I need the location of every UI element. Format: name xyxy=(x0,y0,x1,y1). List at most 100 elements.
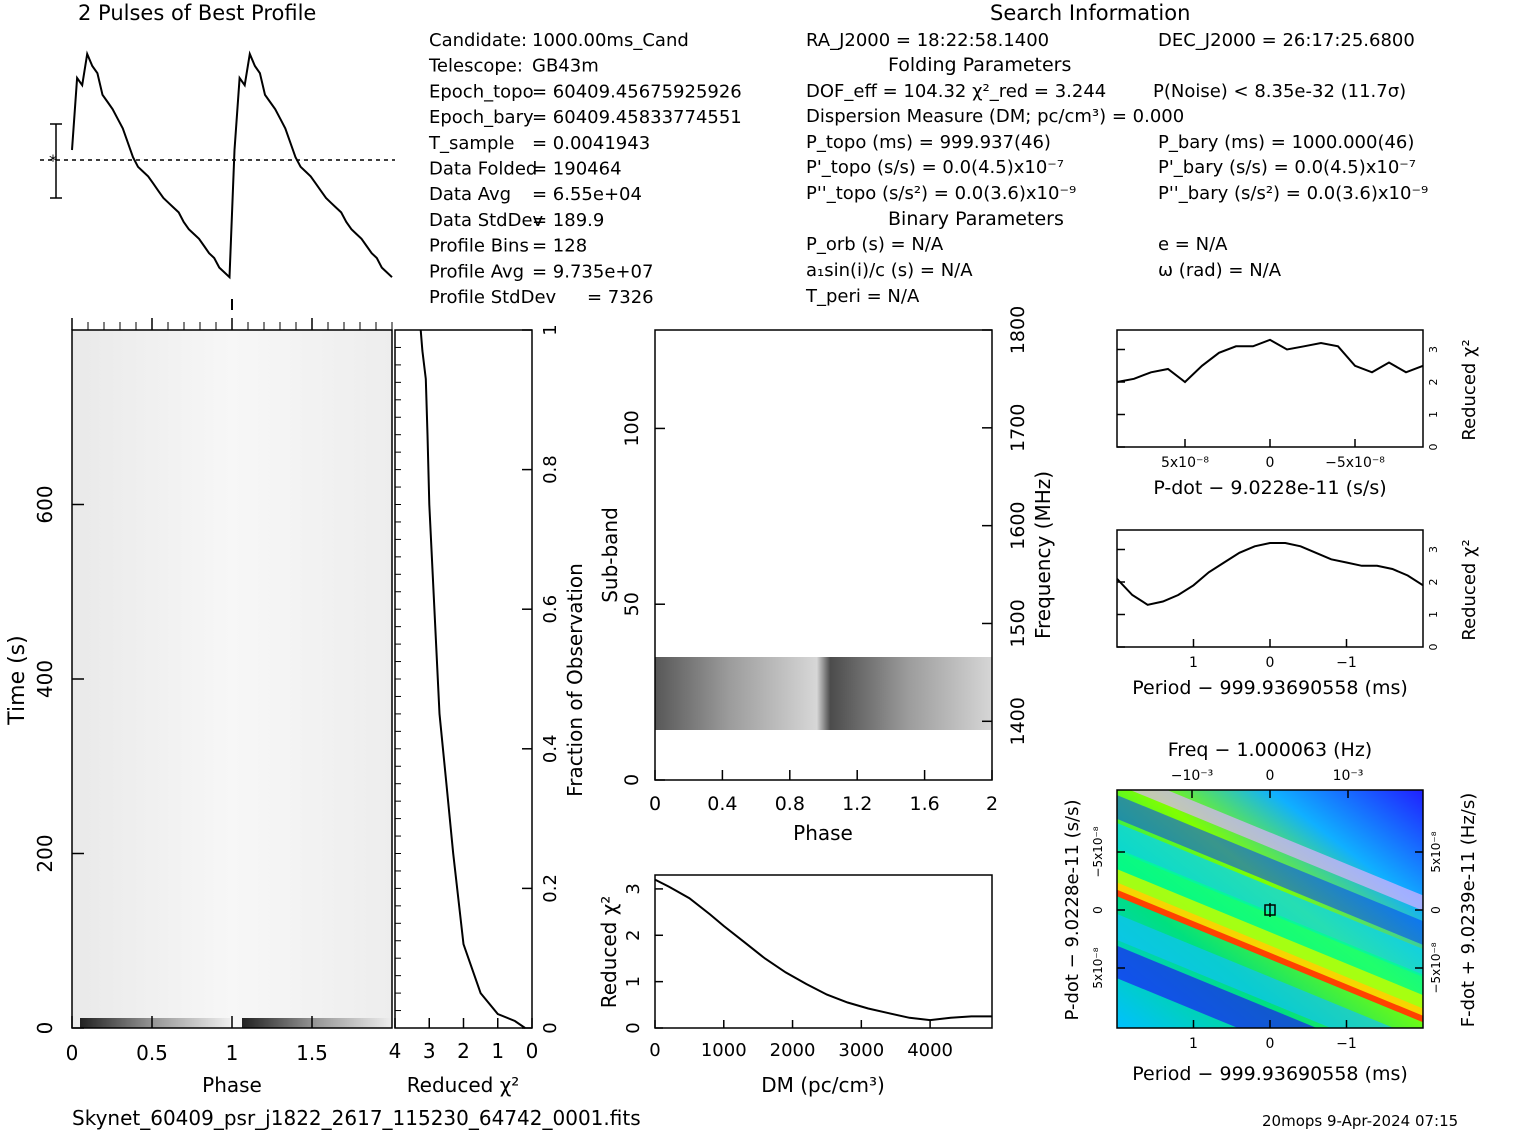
x-tick-label: 1.2 xyxy=(842,793,872,815)
y-tick-label: 0 xyxy=(621,774,643,786)
info-label: Data StdDev xyxy=(429,210,544,231)
search-info-title: Search Information xyxy=(990,1,1190,25)
p-bary-value: P_bary (ms) = 1000.000(46) xyxy=(1158,132,1414,153)
info-value: 1000.00ms_Cand xyxy=(532,30,689,51)
info-middle-column: RA_J2000 = 18:22:58.1400 DOF_eff = 104.3… xyxy=(805,30,1184,307)
y-tick-label: 1 xyxy=(623,976,644,987)
y-tick-label: 400 xyxy=(33,660,57,698)
subband-xlabel: Phase xyxy=(793,821,853,845)
y-tick-label: 0.4 xyxy=(540,734,561,763)
ppdot-title: Freq − 1.000063 (Hz) xyxy=(1168,739,1372,761)
redchi-time-ylabel: Fraction of Observation xyxy=(563,563,587,797)
y-tick-label: −5x10⁻⁸ xyxy=(1091,826,1105,877)
time-phase-ylabel: Time (s) xyxy=(5,635,30,725)
x2-tick-label: 0 xyxy=(1266,768,1275,784)
ppdot-heatmap xyxy=(1117,790,1423,1028)
y2-tick-label: 0 xyxy=(1429,906,1443,914)
dm-chi-frame xyxy=(654,874,993,1029)
period-chi-frame xyxy=(1116,529,1424,648)
info-label: Candidate: xyxy=(429,30,527,51)
pdot-chi-ylabel: Reduced χ² xyxy=(1459,339,1480,440)
pdot-chi-plot: 5x10⁻⁸ 0 −5x10⁻⁸ 0 1 2 3 P-dot − 9.0228e-11 (s… xyxy=(1116,329,1480,499)
y2-tick-label: 1600 xyxy=(1007,501,1029,549)
info-label: Data Avg xyxy=(429,184,511,205)
redchi-time-plot: 4 3 2 1 000.20.40.60.81 Reduced χ² Fraction … xyxy=(389,324,587,1097)
info-value: = 189.9 xyxy=(532,210,604,231)
x-tick-label: 1 xyxy=(1189,655,1198,671)
time-phase-image xyxy=(72,330,392,1028)
dm-value: Dispersion Measure (DM; pc/cm³) = 0.000 xyxy=(806,106,1184,127)
y-tick-label: 0 xyxy=(1427,444,1440,451)
y-tick-label: 0 xyxy=(540,1022,561,1033)
x-tick-label: 0.5 xyxy=(136,1041,168,1065)
heatmap-band xyxy=(1117,869,1423,1019)
x-tick-label: 1000 xyxy=(701,1040,747,1061)
info-left-column: Candidate: 1000.00ms_Cand Telescope: GB43m E… xyxy=(428,30,742,308)
pnoise-value: P(Noise) < 8.35e-32 (11.7σ) xyxy=(1153,81,1406,102)
x-tick-label: 1 xyxy=(491,1039,504,1063)
profile-title: 2 Pulses of Best Profile xyxy=(78,1,316,25)
time-phase-pulse-band xyxy=(80,1018,230,1028)
heatmap-band xyxy=(1117,914,1394,1028)
heatmap-band xyxy=(1117,889,1423,1023)
y-tick-label: 50 xyxy=(621,592,643,616)
y-tick-label: 2 xyxy=(1427,379,1440,386)
info-value: = 6.55e+04 xyxy=(532,184,642,205)
info-value: GB43m xyxy=(532,56,599,77)
x-tick-label: 5x10⁻⁸ xyxy=(1161,455,1209,471)
dm-chi-line xyxy=(654,878,992,1022)
x-tick-label: 1.5 xyxy=(296,1041,328,1065)
frequency-ylabel: Frequency (MHz) xyxy=(1031,471,1055,639)
heatmap-band xyxy=(1117,882,1423,1022)
x-tick-label: −5x10⁻⁸ xyxy=(1325,455,1385,471)
y-tick-label: 3 xyxy=(623,883,644,894)
heatmap-band xyxy=(1117,822,1423,978)
y-tick-label: 600 xyxy=(33,485,57,523)
y-tick-label: 0 xyxy=(33,1022,57,1035)
dof-chi-value: DOF_eff = 104.32 χ²_red = 3.244 xyxy=(806,81,1106,102)
y-tick-label: 3 xyxy=(1427,346,1440,353)
subband-phase-plot: 0 0.4 0.8 1.2 1.6 2 0 50 100 1400 1500 1600 1700 1800… xyxy=(598,306,1055,845)
y-tick-label: 1 xyxy=(1427,411,1440,418)
x-tick-label: 2 xyxy=(457,1039,470,1063)
ppdot-y2label: F-dot + 9.0239e-11 (Hz/s) xyxy=(1458,793,1479,1028)
x-tick-label: 0 xyxy=(1266,1036,1275,1052)
redchi-time-line xyxy=(419,329,526,1029)
info-label: Epoch_topo xyxy=(429,81,534,102)
heatmap-band xyxy=(1117,795,1423,945)
info-value: = 128 xyxy=(532,236,587,257)
x-tick-label: 2000 xyxy=(770,1040,816,1061)
x-tick-label: 1 xyxy=(226,1041,239,1065)
pulse-profile-plot: * xyxy=(40,50,395,310)
y-tick-label: 2 xyxy=(623,930,644,941)
redchi-time-frame xyxy=(394,329,533,1029)
x-tick-label: 3 xyxy=(423,1039,436,1063)
omega-value: ω (rad) = N/A xyxy=(1158,260,1282,281)
y-tick-label: 1 xyxy=(1427,611,1440,618)
info-label: Profile Avg xyxy=(429,261,524,282)
pdot-chi-frame xyxy=(1116,329,1424,448)
info-value: = 9.735e+07 xyxy=(532,261,653,282)
dm-chi-xlabel: DM (pc/cm³) xyxy=(761,1073,885,1097)
best-candidate-marker xyxy=(1264,903,1276,917)
ppdot-xlabel: Period − 999.93690558 (ms) xyxy=(1132,1063,1408,1085)
info-label: Data Folded xyxy=(429,159,537,180)
tperi-value: T_peri = N/A xyxy=(805,286,920,307)
x-tick-label: 0 xyxy=(649,1040,660,1061)
info-right-column: DEC_J2000 = 26:17:25.6800 P(Noise) < 8.3… xyxy=(1153,30,1428,281)
period-chi-line xyxy=(1116,542,1424,606)
x2-tick-label: 10⁻³ xyxy=(1333,768,1364,784)
eccentricity-value: e = N/A xyxy=(1158,234,1228,255)
y-tick-label: 2 xyxy=(1427,579,1440,586)
pdot-topo-value: P'_topo (s/s) = 0.0(4.5)x10⁻⁷ xyxy=(806,157,1064,178)
profile-line xyxy=(71,50,393,280)
info-value: = 7326 xyxy=(587,287,654,308)
ppdot-plane-plot: 1 0 −1 −10⁻³ 0 10⁻³ 5x10⁻⁸ 0 −5x10⁻⁸ −5x10⁻⁸ 0 5x10… xyxy=(1062,739,1479,1085)
info-label: Profile StdDev xyxy=(429,287,557,308)
period-chi-xlabel: Period − 999.93690558 (ms) xyxy=(1132,677,1408,699)
x-tick-label: 2 xyxy=(986,793,998,815)
dm-chi-ylabel: Reduced χ² xyxy=(597,896,621,1009)
footer-stamp: 20mops 9-Apr-2024 07:15 xyxy=(1262,1112,1458,1130)
x-tick-label: 0 xyxy=(1266,455,1275,471)
